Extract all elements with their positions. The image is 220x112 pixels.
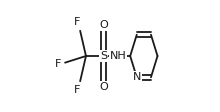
Text: O: O <box>99 20 108 30</box>
Text: O: O <box>99 82 108 92</box>
Text: F: F <box>55 59 61 69</box>
Text: S: S <box>100 51 107 61</box>
Text: NH: NH <box>110 51 126 61</box>
Text: F: F <box>74 85 81 96</box>
Text: N: N <box>133 72 141 82</box>
Text: F: F <box>74 16 81 27</box>
